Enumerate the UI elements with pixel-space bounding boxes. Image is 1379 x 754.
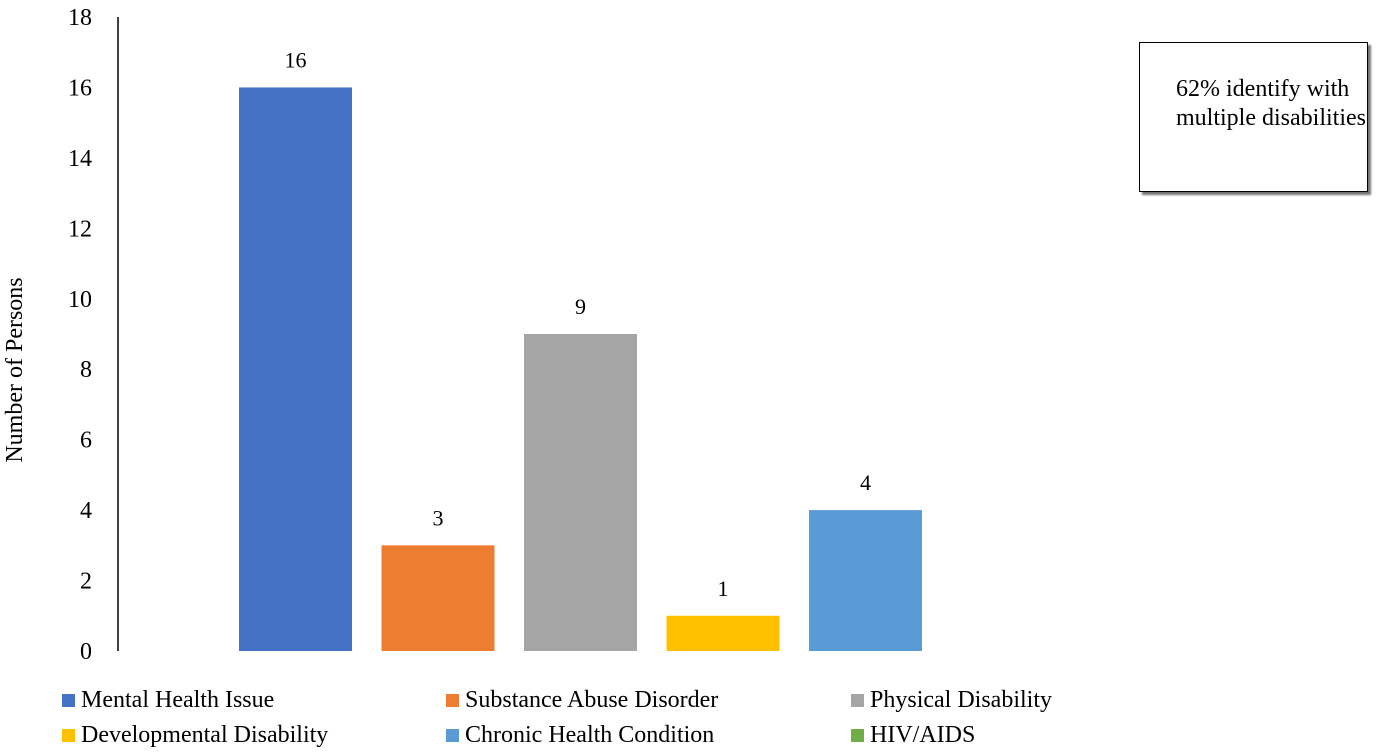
legend-label: Developmental Disability	[81, 722, 329, 748]
multiple-disabilities-annotation: 62% identify with multiple disabilities	[1139, 42, 1368, 192]
y-tick-label: 14	[68, 146, 92, 172]
bar	[239, 87, 352, 651]
legend-swatch	[446, 694, 459, 707]
bar-value-label: 3	[433, 505, 444, 530]
y-axis-title: Number of Persons	[2, 277, 28, 462]
legend-swatch	[851, 729, 864, 742]
y-tick-label: 18	[68, 5, 92, 31]
bar	[524, 334, 637, 651]
legend-label: Substance Abuse Disorder	[465, 687, 719, 713]
y-tick-label: 4	[80, 498, 92, 524]
y-tick-label: 6	[80, 428, 92, 454]
legend-label: HIV/AIDS	[870, 722, 976, 748]
bar	[809, 510, 922, 651]
legend-row: Mental Health Issue Substance Abuse Diso…	[62, 683, 1362, 718]
legend-swatch	[851, 694, 864, 707]
legend-label: Chronic Health Condition	[465, 722, 715, 748]
y-tick-label: 16	[68, 75, 92, 101]
legend-label: Physical Disability	[870, 687, 1052, 713]
legend-item-physical-disability: Physical Disability	[851, 687, 1052, 714]
bar-value-label: 4	[860, 470, 871, 495]
bar	[666, 615, 780, 651]
bar-value-label: 9	[575, 294, 586, 319]
legend-item-hiv-aids: HIV/AIDS	[851, 722, 975, 749]
legend-row: Developmental Disability Chronic Health …	[62, 718, 1362, 753]
annotation-text: 62% identify with multiple disabilities	[1176, 76, 1366, 131]
legend-swatch	[446, 729, 459, 742]
y-tick-label: 10	[68, 287, 92, 313]
y-tick-label: 8	[80, 357, 92, 383]
bar-value-label: 1	[718, 576, 729, 601]
y-tick-label: 0	[80, 639, 92, 665]
legend-item-developmental-disability: Developmental Disability	[62, 722, 446, 749]
legend-item-substance-abuse-disorder: Substance Abuse Disorder	[446, 687, 851, 714]
legend-swatch	[62, 694, 75, 707]
bar-value-label: 16	[285, 47, 307, 72]
bar	[381, 545, 495, 651]
y-tick-label: 2	[80, 569, 92, 595]
chart-legend: Mental Health Issue Substance Abuse Diso…	[62, 683, 1362, 753]
y-tick-label: 12	[68, 216, 92, 242]
legend-label: Mental Health Issue	[81, 687, 275, 713]
legend-item-chronic-health-condition: Chronic Health Condition	[446, 722, 851, 749]
legend-item-mental-health-issue: Mental Health Issue	[62, 687, 446, 714]
legend-swatch	[62, 729, 75, 742]
